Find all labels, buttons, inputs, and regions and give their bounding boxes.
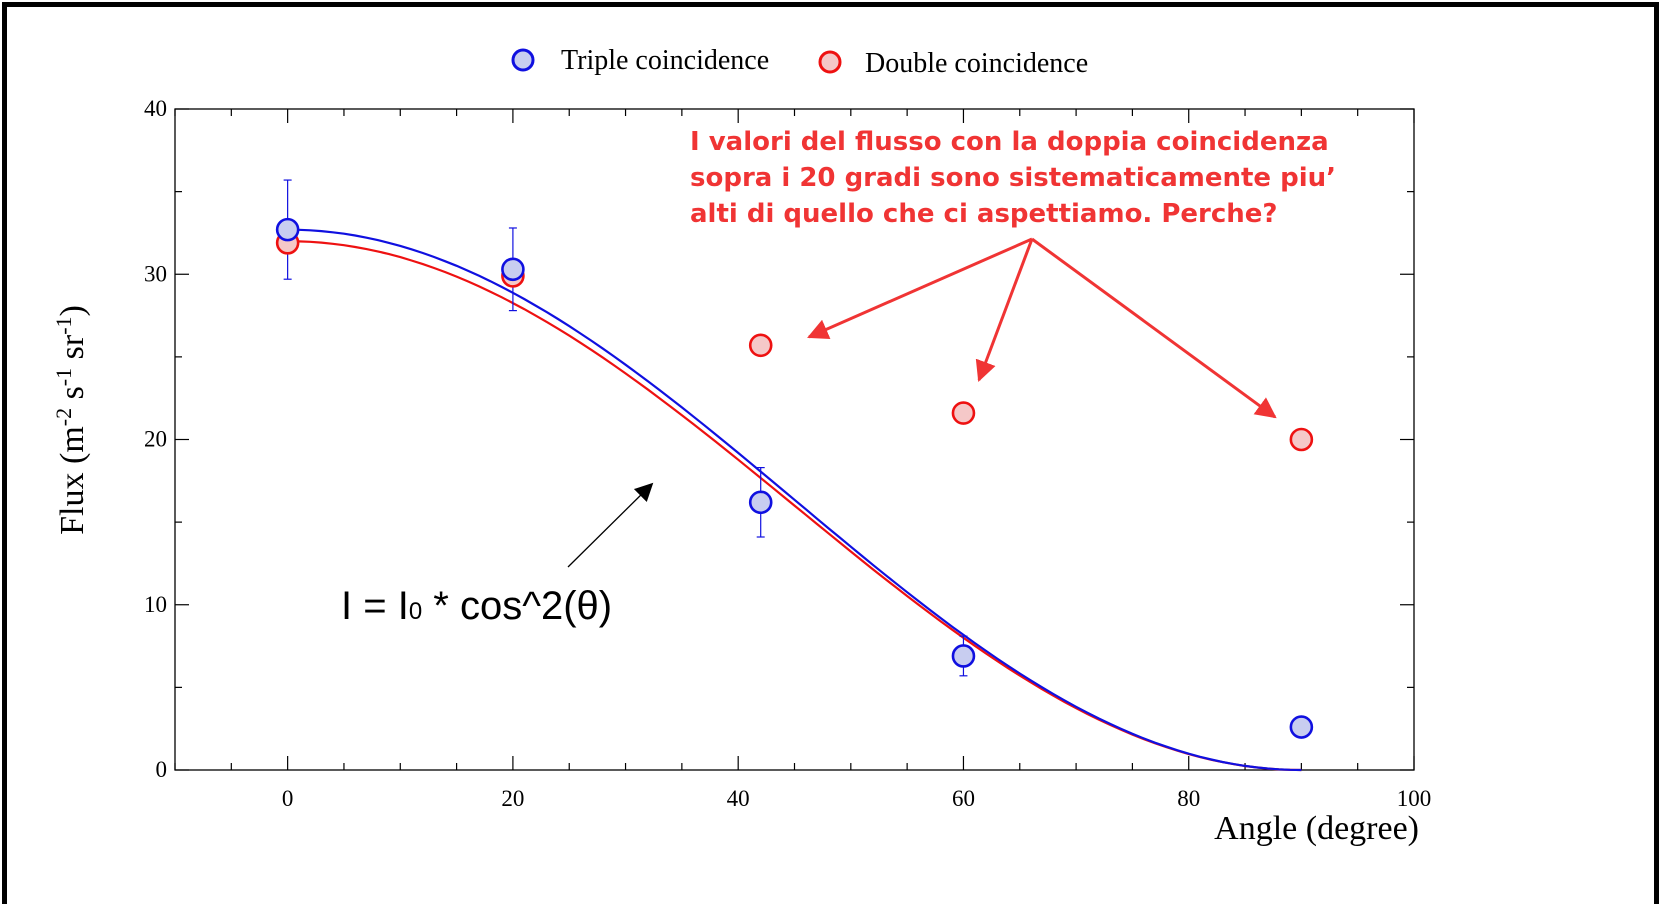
note-arrow-3	[1031, 237, 1277, 419]
x-tick-label: 0	[282, 786, 294, 811]
formula-part: * cos^2(θ)	[422, 584, 612, 628]
data-point-double	[951, 401, 976, 425]
legend: Triple coincidence Double coincidence	[511, 45, 1088, 79]
y-tick-labels: 0 10 20 30 40	[144, 96, 167, 782]
y-axis-title: Flux (m-2 s-1 sr-1)	[51, 305, 91, 535]
x-tick-label: 40	[727, 786, 750, 811]
fit-curve-triple	[287, 228, 1302, 772]
note-line-3: alti di quello che ci aspettiamo. Perche…	[690, 199, 1278, 229]
y-tick-label: 0	[156, 757, 168, 782]
data-point-triple	[748, 490, 773, 515]
y-axis-title-part: sr	[54, 334, 91, 368]
x-tick-labels: 0 20 40 60 80 100	[282, 786, 1431, 811]
legend-label-triple: Triple coincidence	[561, 45, 769, 76]
fit-curve-double	[287, 240, 1302, 772]
y-axis-title-part: Flux (m	[54, 426, 91, 535]
y-axis-title-sup: -2	[51, 408, 76, 426]
x-tick-label: 100	[1397, 786, 1432, 811]
data-point-double	[748, 333, 773, 358]
formula-annotation: I = I0 * cos^2(θ)	[341, 482, 654, 628]
note-arrow-1	[807, 237, 1033, 340]
y-axis-title-sup: -1	[51, 368, 76, 386]
x-tick-label: 20	[501, 786, 524, 811]
x-tick-label: 60	[952, 786, 975, 811]
formula-arrow	[567, 482, 654, 568]
series-triple-points	[275, 217, 1314, 739]
formula-text: I = I0 * cos^2(θ)	[341, 584, 612, 628]
axis-ticks	[174, 108, 1415, 771]
note-arrow-2	[975, 238, 1034, 382]
note-line-2: sopra i 20 gradi sono sistematicamente p…	[690, 163, 1336, 193]
data-point-triple	[275, 217, 300, 242]
legend-label-double: Double coincidence	[865, 48, 1088, 79]
formula-subscript: 0	[409, 598, 422, 625]
y-axis-title-sup: -1	[51, 316, 76, 334]
data-point-triple	[951, 644, 976, 668]
x-tick-label: 80	[1177, 786, 1200, 811]
y-tick-label: 10	[144, 592, 167, 617]
series-double-points	[275, 231, 1314, 452]
data-point-double	[1289, 427, 1314, 452]
y-axis-title-part: s	[54, 386, 91, 408]
legend-marker-triple	[511, 48, 535, 72]
y-axis-title-part: )	[54, 305, 91, 316]
y-tick-label: 40	[144, 96, 167, 121]
note-line-1: I valori del flusso con la doppia coinci…	[690, 127, 1329, 157]
flux-vs-angle-chart: Triple coincidence Double coincidence 0 2…	[51, 45, 1431, 847]
note-annotation: I valori del flusso con la doppia coinci…	[690, 127, 1336, 419]
data-point-triple	[501, 257, 525, 282]
legend-marker-double	[818, 50, 842, 74]
formula-part: I = I	[341, 584, 409, 628]
data-point-triple	[1289, 715, 1314, 739]
x-axis-title: Angle (degree)	[1214, 810, 1419, 847]
y-tick-label: 30	[144, 261, 167, 286]
y-tick-label: 20	[144, 427, 167, 452]
